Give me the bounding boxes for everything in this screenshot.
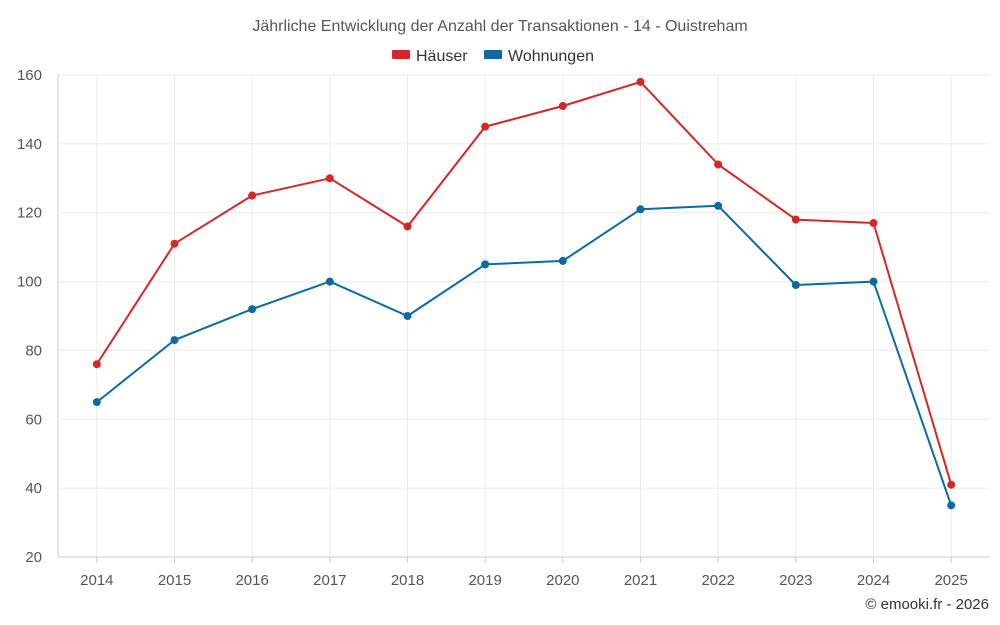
- data-point-hauser[interactable]: [947, 480, 956, 489]
- legend-swatch-hauser: [392, 50, 410, 59]
- x-tick-label: 2021: [624, 572, 657, 589]
- x-axis-ticks: 2014 2015 2016 2017 2018 2019 2020 2021 2022 2023…: [80, 557, 968, 589]
- data-point-hauser[interactable]: [248, 191, 257, 200]
- y-tick-label: 100: [17, 274, 42, 291]
- data-point-wohnungen[interactable]: [636, 205, 645, 214]
- data-point-hauser[interactable]: [325, 174, 334, 183]
- legend-label-hauser[interactable]: Häuser: [416, 48, 468, 65]
- x-tick-label: 2020: [546, 572, 579, 589]
- y-tick-label: 120: [17, 205, 42, 222]
- copyright-credit: © emooki.fr - 2026: [865, 596, 989, 613]
- x-tick-label: 2022: [701, 572, 734, 589]
- legend: Häuser Wohnungen: [392, 48, 594, 65]
- data-point-hauser[interactable]: [636, 77, 645, 86]
- data-point-wohnungen[interactable]: [714, 201, 723, 210]
- y-tick-label: 140: [17, 136, 42, 153]
- series-line-wohnungen: [96, 204, 953, 506]
- data-point-wohnungen[interactable]: [481, 260, 490, 269]
- x-tick-label: 2019: [468, 572, 501, 589]
- x-tick-label: 2024: [857, 572, 890, 589]
- x-tick-label: 2018: [391, 572, 424, 589]
- data-point-wohnungen[interactable]: [170, 336, 179, 345]
- data-point-wohnungen[interactable]: [248, 305, 257, 314]
- legend-swatch-wohnungen: [484, 50, 502, 59]
- series-line-hauser: [95, 80, 953, 485]
- data-point-wohnungen[interactable]: [92, 398, 101, 407]
- data-point-wohnungen[interactable]: [947, 501, 956, 510]
- chart-title: Jährliche Entwicklung der Anzahl der Tra…: [252, 18, 747, 35]
- data-point-hauser[interactable]: [403, 222, 412, 231]
- data-point-wohnungen[interactable]: [325, 277, 334, 286]
- x-tick-label: 2014: [80, 572, 113, 589]
- data-point-hauser[interactable]: [92, 360, 101, 369]
- data-point-hauser[interactable]: [869, 219, 878, 228]
- y-tick-label: 60: [25, 411, 42, 428]
- data-point-hauser[interactable]: [714, 160, 723, 169]
- data-point-wohnungen[interactable]: [791, 281, 800, 290]
- axes: [57, 75, 990, 558]
- x-tick-label: 2025: [934, 572, 967, 589]
- data-point-hauser[interactable]: [481, 122, 490, 131]
- data-point-wohnungen[interactable]: [558, 256, 567, 265]
- legend-label-wohnungen[interactable]: Wohnungen: [508, 48, 594, 65]
- y-tick-label: 40: [25, 480, 42, 497]
- x-tick-label: 2015: [158, 572, 191, 589]
- y-tick-label: 20: [25, 549, 42, 566]
- y-tick-label: 160: [17, 67, 42, 84]
- y-axis-ticks: 20 40 60 80 100 120 140 160: [17, 67, 42, 566]
- x-tick-label: 2023: [779, 572, 812, 589]
- data-point-hauser[interactable]: [170, 239, 179, 248]
- data-point-wohnungen[interactable]: [403, 312, 412, 320]
- data-point-wohnungen[interactable]: [869, 277, 878, 286]
- data-point-hauser[interactable]: [558, 101, 567, 110]
- data-point-hauser[interactable]: [791, 215, 800, 224]
- series-layer: [92, 77, 956, 510]
- y-tick-label: 80: [25, 342, 42, 359]
- gridlines: [58, 74, 990, 557]
- x-tick-label: 2016: [235, 572, 268, 589]
- x-tick-label: 2017: [313, 572, 346, 589]
